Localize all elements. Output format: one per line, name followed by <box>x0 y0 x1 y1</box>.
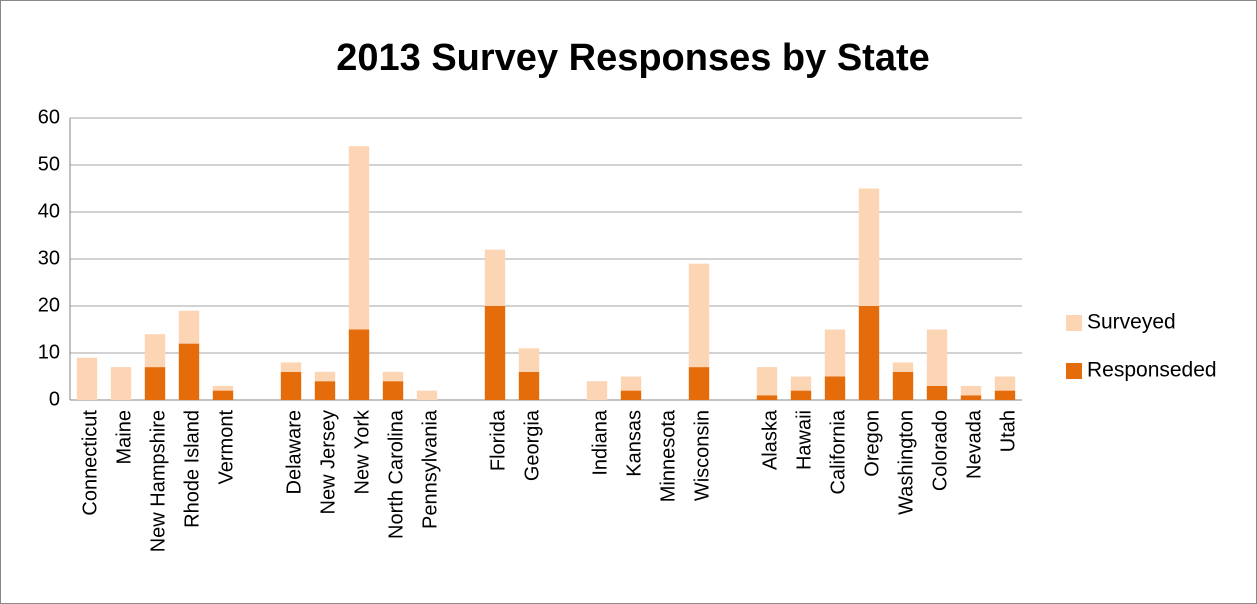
bar-segment <box>280 371 302 400</box>
x-tick-label: Connecticut <box>79 410 101 516</box>
x-tick-label: Minnesota <box>657 409 679 502</box>
bar-segment <box>620 376 642 391</box>
x-tick-label: North Carolina <box>385 409 407 539</box>
bar-segment <box>994 390 1016 400</box>
bar-segment <box>212 385 234 391</box>
bar-segment <box>824 329 846 377</box>
bar-segment <box>144 334 166 368</box>
bar-segment <box>960 395 982 400</box>
y-tick-label: 0 <box>49 388 60 410</box>
bar-segment <box>314 381 336 400</box>
y-tick-label: 20 <box>38 294 60 316</box>
x-tick-label: Maine <box>113 410 135 464</box>
bar-segment <box>416 390 438 400</box>
bar-segment <box>994 376 1016 391</box>
x-tick-label: Florida <box>487 409 509 471</box>
bar-segment <box>790 376 812 391</box>
bar-segment <box>382 381 404 400</box>
x-tick-label: Vermont <box>215 410 237 485</box>
bar-segment <box>688 367 710 400</box>
bar-segment <box>960 385 982 396</box>
bar-segment <box>620 390 642 400</box>
x-tick-label: Oregon <box>861 410 883 477</box>
x-tick-label: Pennsylvania <box>419 409 441 529</box>
x-tick-label: Indiana <box>589 409 611 475</box>
bar-segment <box>518 371 540 400</box>
bar-segment <box>212 390 234 400</box>
legend-swatch <box>1066 315 1082 331</box>
bar-segment <box>484 249 506 306</box>
x-tick-label: Colorado <box>929 410 951 491</box>
y-tick-label: 50 <box>38 153 60 175</box>
bar-segment <box>824 376 846 400</box>
bar-segment <box>348 146 370 330</box>
x-tick-label: Delaware <box>283 410 305 494</box>
bar-segment <box>144 367 166 400</box>
bar-segment <box>484 306 506 400</box>
x-tick-label: New Hampshire <box>147 410 169 552</box>
bar-segment <box>858 188 880 306</box>
x-tick-label: Wisconsin <box>691 410 713 501</box>
bar-segment <box>178 343 200 400</box>
x-tick-label: Washington <box>895 410 917 515</box>
bar-segment <box>178 310 200 344</box>
bar-segment <box>756 367 778 396</box>
bar-segment <box>858 306 880 400</box>
bar-segment <box>280 362 302 372</box>
legend-label: Surveyed <box>1087 311 1176 334</box>
y-tick-label: 40 <box>38 200 60 222</box>
x-tick-label: Hawaii <box>793 410 815 470</box>
y-tick-label: 10 <box>38 341 60 363</box>
bar-segment <box>110 367 132 400</box>
y-tick-label: 60 <box>38 106 60 128</box>
bar-segment <box>314 371 336 382</box>
x-tick-label: Nevada <box>963 409 985 479</box>
bar-segment <box>892 371 914 400</box>
x-tick-label: Georgia <box>521 409 543 481</box>
bar-segment <box>382 371 404 382</box>
bar-segment <box>756 395 778 400</box>
chart-title: 2013 Survey Responses by State <box>336 37 930 79</box>
x-tick-label: Kansas <box>623 410 645 477</box>
x-tick-label: Alaska <box>759 409 781 470</box>
legend-label: Responseded <box>1087 359 1217 382</box>
bar-segment <box>790 390 812 400</box>
y-tick-label: 30 <box>38 247 60 269</box>
x-tick-label: New York <box>351 409 373 494</box>
x-tick-label: Utah <box>997 410 1019 452</box>
x-tick-label: New Jersey <box>317 410 339 514</box>
bar-segment <box>688 263 710 368</box>
bar-segment <box>926 385 948 400</box>
x-tick-label: California <box>827 409 849 494</box>
bar-segment <box>926 329 948 386</box>
bar-segment <box>586 381 608 400</box>
bar-segment <box>518 348 540 372</box>
legend-swatch <box>1066 363 1082 379</box>
bar-segment <box>348 329 370 400</box>
bar-segment <box>892 362 914 372</box>
x-tick-label: Rhode Island <box>181 410 203 528</box>
bar-segment <box>76 357 98 400</box>
